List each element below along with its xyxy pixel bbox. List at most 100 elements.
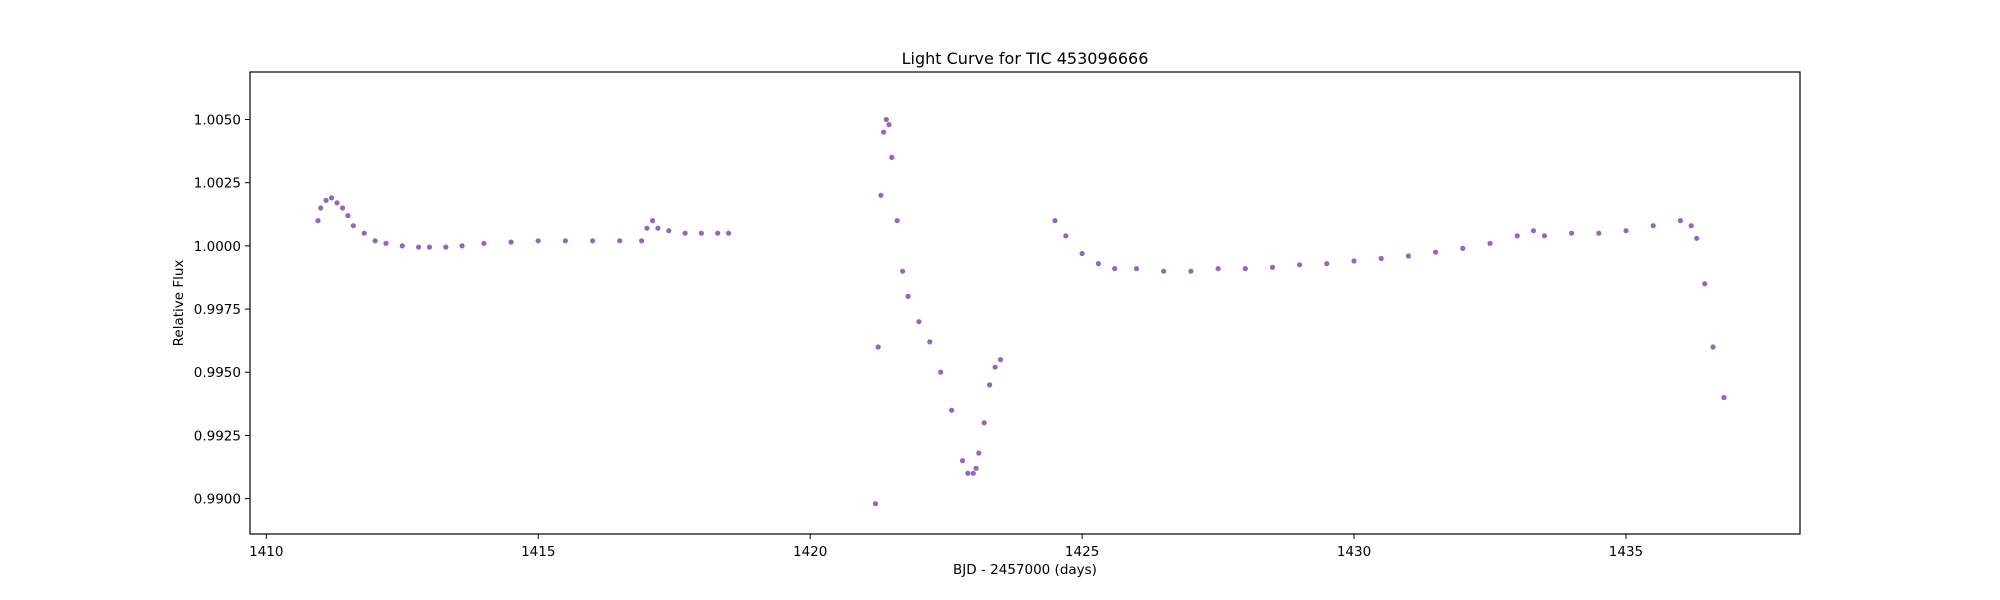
data-point xyxy=(1460,245,1466,251)
data-point xyxy=(1688,223,1694,229)
data-point xyxy=(590,238,596,244)
data-point xyxy=(372,238,378,244)
y-tick-label: 1.0050 xyxy=(194,113,241,129)
data-point xyxy=(1161,268,1167,274)
data-point xyxy=(1269,264,1276,270)
data-point xyxy=(399,243,405,249)
data-point xyxy=(1063,233,1069,239)
x-tick-label: 1420 xyxy=(793,544,827,560)
data-point xyxy=(1650,223,1656,229)
y-axis: 0.9900 0.9925 0.9950 0.9975 1.0000 1.0025 1.00… xyxy=(194,113,250,508)
data-point xyxy=(323,197,329,203)
data-point xyxy=(886,122,892,128)
y-tick-label: 0.9925 xyxy=(194,428,241,444)
data-point xyxy=(329,195,335,201)
data-point xyxy=(339,205,346,211)
data-point xyxy=(715,230,721,236)
data-point xyxy=(361,230,367,236)
data-point xyxy=(883,116,889,123)
x-axis: 1410 1415 1420 1425 1430 1435 xyxy=(249,534,1643,560)
data-point xyxy=(1530,228,1537,234)
data-point xyxy=(682,230,688,236)
data-point xyxy=(639,238,645,244)
x-tick-label: 1410 xyxy=(249,544,283,560)
data-point xyxy=(992,364,998,370)
data-point xyxy=(973,465,979,471)
data-point xyxy=(649,218,656,224)
x-axis-label: BJD - 2457000 (days) xyxy=(953,562,1097,578)
data-point xyxy=(1596,230,1602,236)
data-point xyxy=(1133,266,1140,272)
data-point xyxy=(997,357,1004,363)
data-point xyxy=(1095,261,1101,267)
data-point xyxy=(1188,268,1194,274)
data-point xyxy=(965,470,971,476)
data-point xyxy=(959,458,966,464)
data-point xyxy=(881,129,887,135)
data-point xyxy=(894,218,900,224)
data-point xyxy=(905,293,911,299)
data-point xyxy=(350,223,356,229)
data-point xyxy=(345,213,351,219)
data-point xyxy=(1487,240,1493,246)
data-point xyxy=(383,240,389,246)
data-point xyxy=(1541,233,1547,239)
data-point xyxy=(1710,344,1716,350)
data-point xyxy=(875,344,881,350)
x-tick-label: 1435 xyxy=(1609,544,1643,560)
data-point xyxy=(666,228,672,234)
data-point xyxy=(443,244,449,250)
data-point xyxy=(426,244,433,250)
x-tick-label: 1425 xyxy=(1065,544,1099,560)
data-point xyxy=(1677,218,1683,224)
data-point xyxy=(1694,235,1700,241)
data-point xyxy=(459,243,465,249)
data-point xyxy=(481,240,487,246)
data-point xyxy=(698,230,705,236)
data-point xyxy=(1215,266,1221,272)
data-point xyxy=(1052,218,1058,224)
data-point xyxy=(1378,255,1384,262)
y-axis-label: Relative Flux xyxy=(171,260,187,347)
data-point xyxy=(1079,250,1085,257)
data-point xyxy=(1569,230,1575,236)
x-tick-label: 1415 xyxy=(521,544,555,560)
data-point xyxy=(900,268,906,274)
data-point xyxy=(655,225,661,231)
y-tick-label: 0.9900 xyxy=(194,492,241,508)
data-point xyxy=(1324,261,1330,267)
data-point xyxy=(562,238,569,244)
data-point xyxy=(617,238,623,244)
y-tick-label: 0.9950 xyxy=(194,365,241,381)
data-point xyxy=(938,369,944,375)
data-point xyxy=(916,319,922,325)
data-point xyxy=(1297,262,1303,268)
data-point xyxy=(508,239,514,245)
data-point xyxy=(1514,233,1520,239)
data-point xyxy=(976,450,982,456)
data-point xyxy=(535,238,541,244)
y-tick-label: 1.0025 xyxy=(194,176,241,192)
data-point xyxy=(726,230,732,236)
data-point xyxy=(1112,266,1118,272)
data-point xyxy=(416,244,422,250)
data-point xyxy=(872,501,879,507)
data-point xyxy=(949,407,955,413)
data-point xyxy=(1721,394,1727,401)
data-point xyxy=(987,382,993,388)
data-point xyxy=(318,205,324,211)
data-point xyxy=(1433,249,1439,255)
data-point xyxy=(1242,266,1248,272)
data-point xyxy=(1351,258,1357,264)
data-points xyxy=(315,116,1727,507)
data-point xyxy=(970,470,976,476)
plot-frame xyxy=(249,71,1801,535)
data-point xyxy=(878,192,884,198)
x-tick-label: 1430 xyxy=(1337,544,1371,560)
y-tick-label: 1.0000 xyxy=(194,239,241,255)
data-point xyxy=(1405,253,1411,259)
data-point xyxy=(334,200,340,206)
data-point xyxy=(315,218,321,224)
